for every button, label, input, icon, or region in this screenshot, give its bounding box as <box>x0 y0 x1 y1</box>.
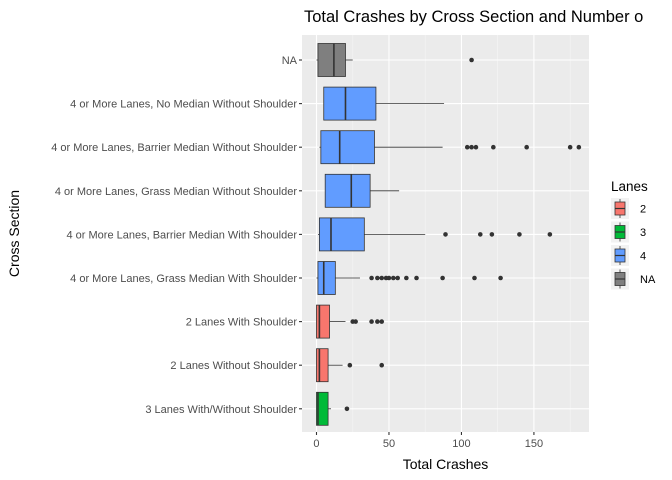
outlier-point <box>489 232 495 237</box>
legend-key <box>611 198 629 219</box>
outlier-point <box>379 319 385 324</box>
outlier-point <box>576 144 582 150</box>
outlier-point <box>547 232 553 237</box>
legend-label: NA <box>640 274 656 286</box>
outlier-point <box>567 144 573 150</box>
outlier-point <box>469 57 474 63</box>
outlier-point <box>369 319 374 324</box>
outlier-point <box>517 232 522 237</box>
boxplot <box>316 304 385 339</box>
boxplot <box>323 86 445 121</box>
box <box>316 391 329 426</box>
box <box>323 86 377 121</box>
y-tick-label: 3 Lanes With/Without Shoulder <box>145 404 297 416</box>
outlier-point <box>404 275 409 281</box>
outlier-point <box>443 232 448 237</box>
box <box>316 304 330 339</box>
outlier-point <box>414 275 419 281</box>
boxplots <box>316 43 582 426</box>
legend-label: 4 <box>640 251 646 263</box>
box <box>316 348 329 383</box>
outlier-point <box>369 275 374 281</box>
box <box>320 130 375 165</box>
legend-label: 3 <box>640 227 646 239</box>
x-tick-label: 100 <box>452 438 470 450</box>
legend-label: 2 <box>640 204 646 216</box>
y-tick-label: 4 or More Lanes, No Median Without Shoul… <box>70 99 297 111</box>
box <box>324 173 371 208</box>
outlier-point <box>344 406 350 412</box>
outlier-point <box>491 144 496 150</box>
y-tick-label: 4 or More Lanes, Barrier Median With Sho… <box>67 229 298 241</box>
boxplot <box>316 391 350 426</box>
legend-key <box>611 268 629 290</box>
x-tick-label: 150 <box>525 438 543 450</box>
boxplot <box>316 261 503 295</box>
outlier-point <box>379 362 385 368</box>
outlier-point <box>469 144 474 150</box>
y-axis-title: Cross Section <box>6 190 22 277</box>
y-tick-label: 2 Lanes Without Shoulder <box>170 360 297 372</box>
y-tick-label: NA <box>282 55 298 67</box>
box <box>317 261 336 295</box>
outlier-point <box>498 275 503 281</box>
outlier-point <box>353 319 358 324</box>
y-tick-label: 4 or More Lanes, Barrier Median Without … <box>51 142 297 154</box>
outlier-point <box>472 275 477 281</box>
outlier-point <box>395 275 400 281</box>
x-axis-title: Total Crashes <box>403 456 489 472</box>
outlier-point <box>524 144 529 150</box>
outlier-point <box>440 275 445 281</box>
y-axis: NA 4 or More Lanes, No Median Without Sho… <box>51 55 302 416</box>
outlier-point <box>347 362 353 368</box>
outlier-point <box>473 144 479 150</box>
outlier-point <box>375 319 380 324</box>
y-tick-label: 4 or More Lanes, Grass Median With Shoul… <box>70 273 297 285</box>
outlier-point <box>386 275 392 281</box>
outlier-point <box>391 275 396 281</box>
box <box>317 43 346 77</box>
boxplot <box>324 173 400 208</box>
y-tick-label: 4 or More Lanes, Grass Median Without Sh… <box>55 186 297 198</box>
box <box>318 217 365 252</box>
outlier-point <box>379 275 385 281</box>
boxplot <box>317 217 553 252</box>
outlier-point <box>477 232 483 237</box>
boxplot <box>316 348 385 383</box>
boxplot <box>319 130 582 165</box>
legend-key <box>611 245 629 266</box>
x-tick-label: 50 <box>383 438 395 450</box>
outlier-point <box>464 144 470 150</box>
boxplot <box>316 43 474 77</box>
legend: Lanes 2 3 4 NA <box>611 179 656 290</box>
legend-key <box>611 221 629 243</box>
x-tick-label: 0 <box>313 438 319 450</box>
outlier-point <box>375 275 380 281</box>
x-axis: 0 50 100 150 <box>313 432 543 450</box>
legend-title: Lanes <box>611 179 648 194</box>
y-tick-label: 2 Lanes With Shoulder <box>186 317 298 329</box>
chart-title: Total Crashes by Cross Section and Numbe… <box>304 8 643 26</box>
